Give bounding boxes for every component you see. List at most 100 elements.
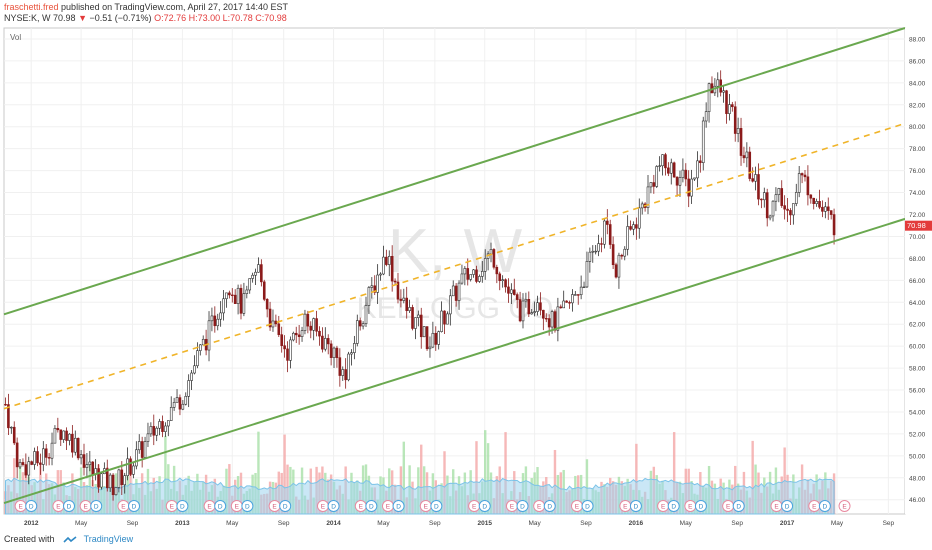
- candle-body: [731, 104, 734, 108]
- candle-body: [213, 315, 217, 327]
- event-label: E: [726, 504, 731, 511]
- candle-body: [794, 192, 798, 204]
- candle-body: [809, 194, 813, 199]
- candle-body: [338, 357, 342, 376]
- candle-body: [18, 462, 22, 468]
- candle-body: [437, 331, 440, 345]
- y-tick-label: 80.00: [909, 124, 926, 131]
- candle-body: [417, 314, 420, 318]
- candle-body: [780, 188, 784, 206]
- dividend-icon: [279, 500, 292, 512]
- candle-body: [396, 281, 400, 300]
- dividend-marker: D: [25, 500, 38, 512]
- dividend-marker: D: [327, 500, 340, 512]
- candle-body: [792, 203, 795, 216]
- candle-body: [515, 294, 519, 300]
- channel-lower-line[interactable]: [3, 217, 906, 504]
- candle-body: [821, 206, 824, 212]
- candle-body: [47, 457, 51, 459]
- x-tick-label: 2016: [629, 520, 644, 527]
- candle-body: [59, 429, 63, 440]
- candle-body: [373, 285, 377, 293]
- candle-body: [135, 449, 138, 467]
- earnings-marker: E: [354, 500, 367, 512]
- y-tick-label: 50.00: [909, 453, 926, 460]
- candle-body: [725, 90, 728, 114]
- candle-body: [760, 198, 763, 201]
- candle-body: [771, 200, 775, 217]
- earnings-icon: [838, 500, 851, 512]
- candle-body: [97, 468, 100, 488]
- author-link[interactable]: fraschetti.fred: [4, 2, 59, 12]
- candle-body: [655, 166, 659, 187]
- candle-body: [114, 487, 118, 496]
- earnings-marker: E: [619, 500, 632, 512]
- price-change: −0.51 (−0.71%): [89, 13, 152, 23]
- candle-body: [510, 289, 513, 294]
- candle-body: [190, 372, 193, 381]
- dividend-marker: D: [629, 500, 642, 512]
- candle-body: [786, 208, 789, 211]
- event-label: E: [83, 504, 88, 511]
- event-label: D: [699, 504, 704, 511]
- candle-body: [469, 274, 472, 280]
- dividend-icon: [732, 500, 745, 512]
- candle-body: [198, 344, 202, 351]
- channel-midline[interactable]: [3, 122, 906, 410]
- candle-body: [56, 428, 60, 431]
- event-label: D: [94, 504, 99, 511]
- candle-body: [146, 433, 150, 442]
- event-label: E: [774, 504, 779, 511]
- dividend-marker: D: [732, 500, 745, 512]
- candle-body: [100, 473, 103, 488]
- candle-body: [483, 258, 487, 272]
- candle-body: [684, 169, 688, 180]
- event-label: D: [245, 504, 250, 511]
- x-tick-label: May: [528, 520, 541, 527]
- candle-body: [355, 320, 359, 344]
- candle-body: [175, 397, 179, 403]
- candle-body: [707, 83, 711, 112]
- candle-body: [518, 299, 522, 322]
- candle-body: [233, 294, 237, 304]
- tradingview-link[interactable]: TradingView: [83, 534, 134, 544]
- candle-body: [492, 249, 496, 268]
- candle-body: [158, 421, 161, 429]
- x-tick-label: 2017: [780, 520, 795, 527]
- earnings-marker: E: [52, 500, 65, 512]
- price-axis[interactable]: [905, 28, 932, 514]
- dividend-icon: [543, 500, 556, 512]
- event-label: D: [434, 504, 439, 511]
- channel-upper-line[interactable]: [3, 27, 906, 316]
- event-label: D: [218, 504, 223, 511]
- candle-body: [178, 397, 182, 410]
- earnings-marker: E: [468, 500, 481, 512]
- candle-body: [475, 269, 478, 282]
- event-label: E: [386, 504, 391, 511]
- x-tick-label: May: [680, 520, 693, 527]
- y-tick-label: 70.00: [909, 234, 926, 241]
- candle-body: [306, 313, 310, 327]
- candle-body: [675, 176, 679, 186]
- candle-body: [207, 320, 211, 351]
- candle-body: [440, 310, 443, 332]
- candle-body: [329, 343, 333, 358]
- candle-body: [137, 441, 141, 451]
- symbol-name[interactable]: NYSE:K, W: [4, 13, 51, 23]
- candle-body: [353, 343, 356, 353]
- y-tick-label: 60.00: [909, 344, 926, 351]
- candle-body: [539, 302, 542, 311]
- candle-body: [71, 433, 74, 453]
- x-tick-label: May: [831, 520, 844, 527]
- candle-body: [4, 403, 7, 406]
- candle-body: [242, 293, 246, 314]
- dividend-icon: [365, 500, 378, 512]
- y-tick-label: 78.00: [909, 146, 926, 153]
- y-tick-label: 66.00: [909, 278, 926, 285]
- dividend-icon: [392, 500, 405, 512]
- created-with-text: Created with: [4, 534, 55, 544]
- candle-body: [629, 226, 632, 230]
- candle-body: [419, 314, 423, 338]
- earnings-marker: E: [117, 500, 130, 512]
